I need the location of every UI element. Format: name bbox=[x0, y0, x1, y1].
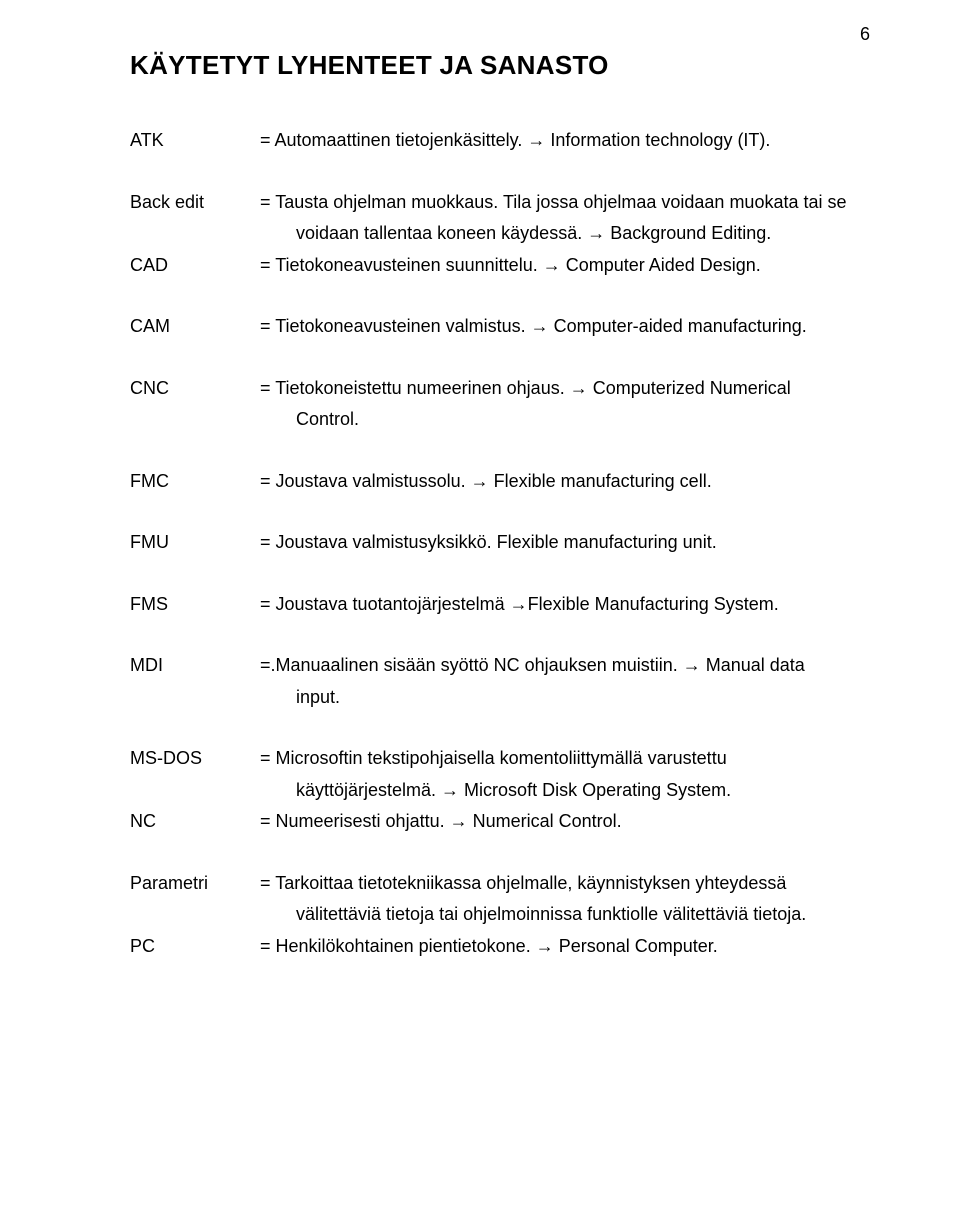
definition-text: =.Manuaalinen sisään syöttö NC ohjauksen… bbox=[260, 655, 805, 675]
glossary-term: Back edit bbox=[130, 187, 260, 250]
definition-text: = Joustava tuotantojärjestelmä →Flexible… bbox=[260, 594, 779, 614]
glossary-definition: = Tarkoittaa tietotekniikassa ohjelmalle… bbox=[260, 868, 870, 931]
definition-text: = Tietokoneistettu numeerinen ohjaus. → … bbox=[260, 378, 791, 398]
glossary-term: FMC bbox=[130, 466, 260, 498]
glossary-entry: CAD= Tietokoneavusteinen suunnittelu. → … bbox=[130, 250, 870, 282]
glossary-term: FMS bbox=[130, 589, 260, 621]
definition-text: = Henkilökohtainen pientietokone. → Pers… bbox=[260, 936, 718, 956]
glossary-term: CAD bbox=[130, 250, 260, 282]
definition-text: = Joustava valmistusyksikkö. Flexible ma… bbox=[260, 532, 717, 552]
glossary-entry: CAM= Tietokoneavusteinen valmistus. → Co… bbox=[130, 311, 870, 343]
definition-continuation: käyttöjärjestelmä. → Microsoft Disk Oper… bbox=[260, 775, 870, 807]
definition-text: = Numeerisesti ohjattu. → Numerical Cont… bbox=[260, 811, 622, 831]
glossary-entry: FMC= Joustava valmistussolu. → Flexible … bbox=[130, 466, 870, 498]
glossary-definition: = Henkilökohtainen pientietokone. → Pers… bbox=[260, 931, 870, 963]
definition-continuation: Control. bbox=[260, 404, 870, 436]
page-number: 6 bbox=[860, 24, 870, 45]
glossary-entry: Back edit= Tausta ohjelman muokkaus. Til… bbox=[130, 187, 870, 250]
glossary-definition: =.Manuaalinen sisään syöttö NC ohjauksen… bbox=[260, 650, 870, 713]
glossary-term: MDI bbox=[130, 650, 260, 713]
glossary-definition: = Microsoftin tekstipohjaisella komentol… bbox=[260, 743, 870, 806]
definition-text: = Tausta ohjelman muokkaus. Tila jossa o… bbox=[260, 192, 847, 212]
glossary-definition: = Tietokoneavusteinen suunnittelu. → Com… bbox=[260, 250, 870, 282]
definition-text: = Tietokoneavusteinen suunnittelu. → Com… bbox=[260, 255, 761, 275]
glossary-list: ATK= Automaattinen tietojenkäsittely. → … bbox=[130, 125, 870, 962]
definition-text: = Microsoftin tekstipohjaisella komentol… bbox=[260, 748, 727, 768]
glossary-definition: = Joustava valmistusyksikkö. Flexible ma… bbox=[260, 527, 870, 559]
glossary-term: PC bbox=[130, 931, 260, 963]
definition-text: = Tietokoneavusteinen valmistus. → Compu… bbox=[260, 316, 807, 336]
glossary-term: FMU bbox=[130, 527, 260, 559]
glossary-entry: MS-DOS= Microsoftin tekstipohjaisella ko… bbox=[130, 743, 870, 806]
definition-text: = Tarkoittaa tietotekniikassa ohjelmalle… bbox=[260, 873, 786, 893]
glossary-definition: = Tietokoneavusteinen valmistus. → Compu… bbox=[260, 311, 870, 343]
definition-continuation: voidaan tallentaa koneen käydessä. → Bac… bbox=[260, 218, 870, 250]
definition-text: = Joustava valmistussolu. → Flexible man… bbox=[260, 471, 712, 491]
definition-continuation: input. bbox=[260, 682, 870, 714]
glossary-definition: = Joustava valmistussolu. → Flexible man… bbox=[260, 466, 870, 498]
glossary-term: MS-DOS bbox=[130, 743, 260, 806]
glossary-definition: = Automaattinen tietojenkäsittely. → Inf… bbox=[260, 125, 870, 157]
glossary-entry: ATK= Automaattinen tietojenkäsittely. → … bbox=[130, 125, 870, 157]
glossary-definition: = Joustava tuotantojärjestelmä →Flexible… bbox=[260, 589, 870, 621]
page-title: KÄYTETYT LYHENTEET JA SANASTO bbox=[130, 50, 870, 81]
glossary-term: ATK bbox=[130, 125, 260, 157]
glossary-definition: = Tausta ohjelman muokkaus. Tila jossa o… bbox=[260, 187, 870, 250]
glossary-entry: FMS= Joustava tuotantojärjestelmä →Flexi… bbox=[130, 589, 870, 621]
glossary-term: Parametri bbox=[130, 868, 260, 931]
definition-continuation: välitettäviä tietoja tai ohjelmoinnissa … bbox=[260, 899, 870, 931]
glossary-entry: Parametri= Tarkoittaa tietotekniikassa o… bbox=[130, 868, 870, 931]
glossary-term: CNC bbox=[130, 373, 260, 436]
glossary-definition: = Tietokoneistettu numeerinen ohjaus. → … bbox=[260, 373, 870, 436]
glossary-entry: PC= Henkilökohtainen pientietokone. → Pe… bbox=[130, 931, 870, 963]
glossary-definition: = Numeerisesti ohjattu. → Numerical Cont… bbox=[260, 806, 870, 838]
glossary-entry: NC= Numeerisesti ohjattu. → Numerical Co… bbox=[130, 806, 870, 838]
glossary-entry: FMU= Joustava valmistusyksikkö. Flexible… bbox=[130, 527, 870, 559]
glossary-term: CAM bbox=[130, 311, 260, 343]
glossary-term: NC bbox=[130, 806, 260, 838]
glossary-entry: MDI=.Manuaalinen sisään syöttö NC ohjauk… bbox=[130, 650, 870, 713]
definition-text: = Automaattinen tietojenkäsittely. → Inf… bbox=[260, 130, 770, 150]
glossary-entry: CNC= Tietokoneistettu numeerinen ohjaus.… bbox=[130, 373, 870, 436]
